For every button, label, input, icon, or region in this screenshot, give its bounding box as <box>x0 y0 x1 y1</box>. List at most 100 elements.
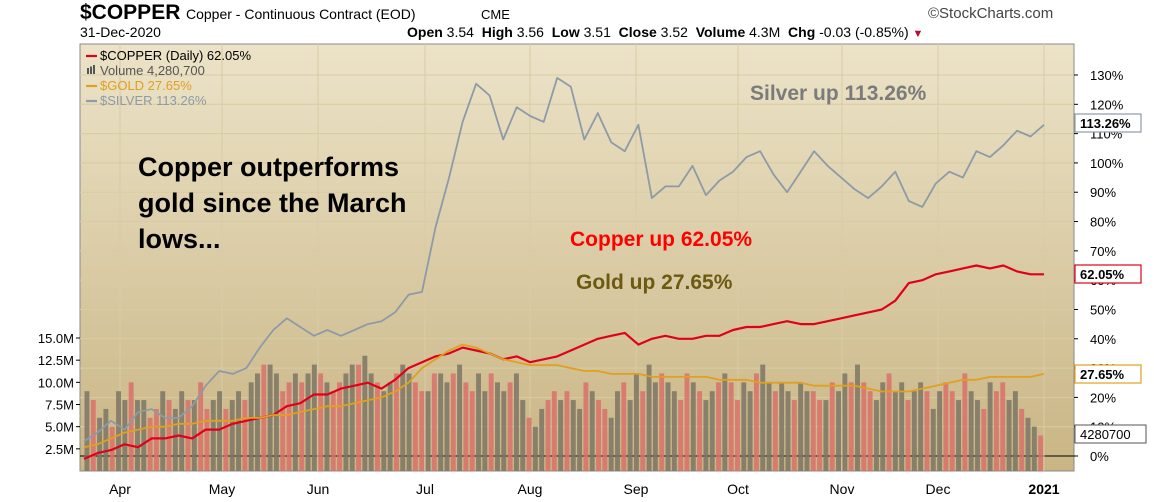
volume-bar <box>873 400 879 471</box>
low-label: Low <box>551 24 580 40</box>
volume-bar <box>899 382 905 471</box>
series-line-gold <box>83 343 1045 449</box>
y-tick-label: 100% <box>1090 156 1124 171</box>
volume-tick-label: 15.0M <box>38 331 74 346</box>
volume-bar <box>690 382 696 471</box>
price-lines <box>83 77 1045 460</box>
gridlines <box>80 44 1074 471</box>
volume-bar <box>425 391 431 471</box>
volume-bar <box>1038 435 1044 471</box>
volume-bar <box>842 373 848 471</box>
x-tick-label: Dec <box>926 481 951 497</box>
volume-bar <box>286 382 292 471</box>
volume-bar <box>804 391 810 471</box>
volume-bar <box>886 373 892 471</box>
volume-last-label: 4280700 <box>1080 427 1131 442</box>
volume-bar <box>993 391 999 471</box>
legend-label: $GOLD 27.65% <box>100 78 192 93</box>
copper-annotation: Copper up 62.05% <box>570 228 752 251</box>
y-tick-label: 130% <box>1090 68 1124 83</box>
volume-bar <box>431 373 437 471</box>
open-value: 3.54 <box>446 24 474 40</box>
volume-bar <box>880 382 886 471</box>
volume-bar <box>204 408 210 471</box>
volume-tick-label: 10.0M <box>38 375 74 390</box>
ohlc-readout: Open 3.54 High 3.56 Low 3.51 Close 3.52 … <box>407 24 923 40</box>
y-tick-label: 70% <box>1090 244 1116 259</box>
volume-bar <box>785 391 791 471</box>
last-value-box <box>1074 113 1142 133</box>
volume-bar <box>210 400 216 471</box>
volume-bar <box>1012 391 1018 471</box>
volume-bar <box>817 400 823 471</box>
series-line-silver <box>83 77 1045 443</box>
volume-bar <box>488 373 494 471</box>
volume-bar <box>981 408 987 471</box>
volume-bar <box>305 373 311 471</box>
volume-bar <box>160 391 166 471</box>
y-tick-label: 0% <box>1090 449 1109 464</box>
y-tick-label: 20% <box>1090 390 1116 405</box>
contract-name: Copper - Continuous Contract (EOD) <box>186 6 416 22</box>
volume-bar <box>1019 408 1025 471</box>
volume-bar <box>772 391 778 471</box>
volume-bar <box>829 382 835 471</box>
volume-bar <box>153 408 159 471</box>
volume-bar <box>766 382 772 471</box>
volume-bar <box>116 391 121 471</box>
x-tick-label: Apr <box>109 481 131 497</box>
volume-bar <box>229 400 235 471</box>
volume-bar <box>166 400 172 471</box>
x-tick-label: 2021 <box>1028 481 1059 497</box>
x-tick-label: Jun <box>307 481 330 497</box>
volume-bar <box>299 382 305 471</box>
volume-bar <box>659 373 665 471</box>
volume-bar <box>956 400 961 471</box>
volume-bar <box>526 417 532 471</box>
volume-bar <box>84 391 90 471</box>
volume-bar <box>621 382 627 471</box>
volume-bar <box>545 400 551 471</box>
volume-bar <box>703 400 709 471</box>
volume-bar <box>678 400 684 471</box>
open-label: Open <box>407 24 443 40</box>
x-tick-label: Jul <box>416 481 434 497</box>
plot-area <box>79 43 1075 472</box>
last-value-label: 27.65% <box>1080 367 1125 382</box>
volume-bar <box>646 364 652 471</box>
volume-bar <box>608 417 614 471</box>
volume-bar <box>330 391 336 471</box>
volume-bar <box>419 391 425 471</box>
volume-bar <box>975 400 980 471</box>
volume-bar <box>273 373 279 471</box>
volume-bar <box>943 382 949 471</box>
last-value-box <box>1074 264 1142 284</box>
volume-bar <box>627 400 633 471</box>
volume-bar <box>798 382 804 471</box>
volume-bar <box>867 391 873 471</box>
x-tick-label: Aug <box>518 481 543 497</box>
volume-bar <box>1025 417 1031 471</box>
volume-bar <box>406 373 412 471</box>
volume-bar <box>179 391 185 471</box>
volume-bar <box>476 373 481 471</box>
volume-bar <box>987 382 993 471</box>
x-tick-label: Oct <box>727 481 749 497</box>
volume-bar <box>791 400 797 471</box>
volume-bar <box>596 400 601 471</box>
volume-bar <box>349 364 355 471</box>
legend-label: $COPPER (Daily) 62.05% <box>100 48 251 63</box>
down-triangle-icon: ▼ <box>912 28 924 40</box>
volume-bar <box>172 408 178 471</box>
y-tick-label: 80% <box>1090 215 1116 230</box>
volume-bar <box>640 391 646 471</box>
high-label: High <box>481 24 513 40</box>
main-annotation-line: Copper outperforms <box>138 152 399 182</box>
volume-bar <box>122 400 128 471</box>
volume-bar <box>337 382 343 471</box>
volume-bar <box>236 391 241 471</box>
volume-bar <box>311 364 317 471</box>
exchange-label: CME <box>481 7 510 22</box>
volume-bar <box>652 382 658 471</box>
